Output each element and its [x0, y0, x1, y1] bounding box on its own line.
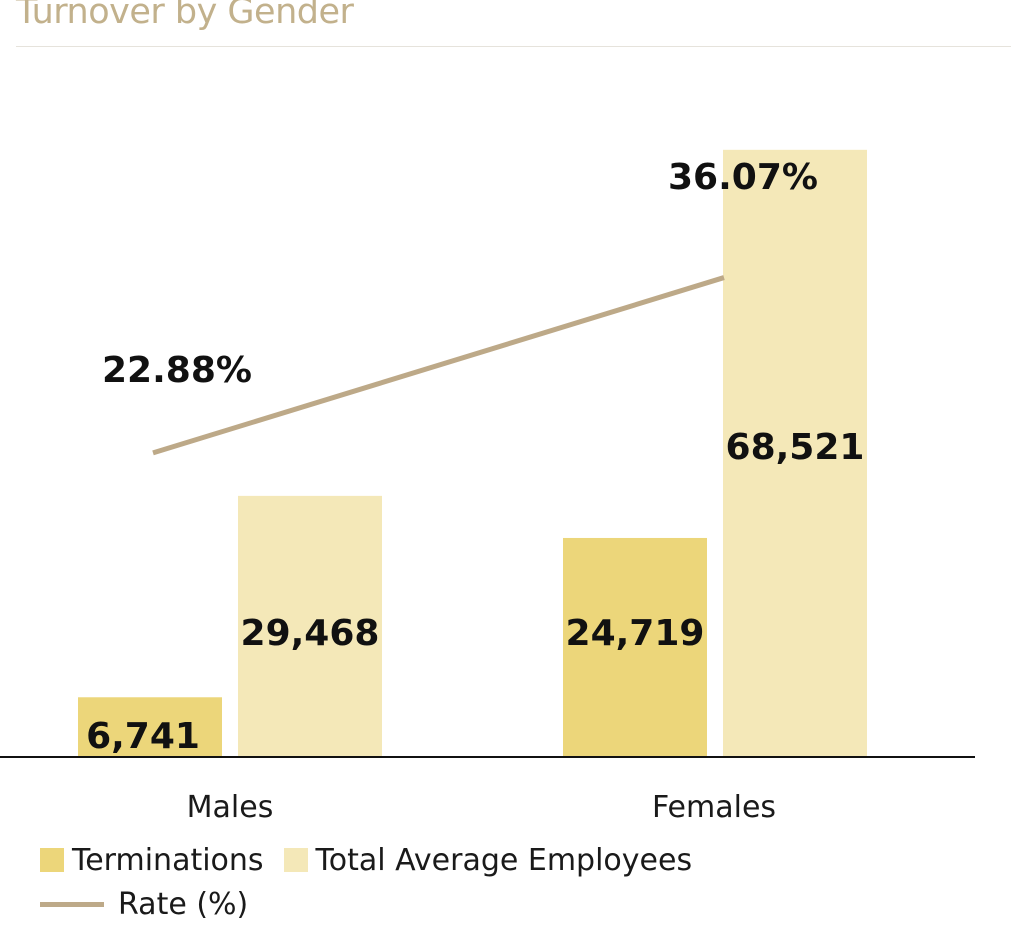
legend-label-total-average-employees: Total Average Employees	[315, 842, 693, 878]
legend-swatch-terminations	[40, 848, 64, 872]
chart-title: Turnover by Gender	[16, 0, 354, 32]
chart-area: 6,741 24,719 29,468 68,521 22.88% 36.07% Males…	[0, 149, 975, 825]
title-divider	[16, 46, 1011, 47]
bar-terminations-females	[563, 537, 707, 757]
legend-swatch-rate	[40, 901, 104, 907]
data-label-rate-males: 22.88%	[102, 350, 252, 391]
legend-item-rate[interactable]: Rate (%)	[40, 887, 248, 922]
legend-label-terminations: Terminations	[72, 842, 264, 878]
rate-line	[152, 275, 725, 456]
data-label-terminations-males: 6,741	[86, 716, 200, 757]
bar-total-average-employees-males	[238, 495, 382, 757]
x-tick-label-females: Females	[652, 790, 776, 825]
legend-item-total-average-employees[interactable]: Total Average Employees	[283, 842, 693, 878]
legend-label-rate: Rate (%)	[118, 886, 249, 922]
data-label-terminations-females: 24,719	[566, 613, 705, 654]
bar-total-average-employees-females	[723, 149, 867, 757]
bar-terminations-males	[78, 697, 222, 757]
x-tick-label-males: Males	[187, 790, 274, 825]
legend: Terminations Total Average Employees Rat…	[40, 838, 1000, 926]
data-label-total-average-employees-males: 29,468	[241, 613, 380, 654]
data-label-rate-females: 36.07%	[668, 157, 818, 198]
data-label-total-average-employees-females: 68,521	[726, 427, 865, 468]
legend-swatch-total-average-employees	[283, 848, 308, 872]
legend-item-terminations[interactable]: Terminations	[40, 843, 264, 878]
